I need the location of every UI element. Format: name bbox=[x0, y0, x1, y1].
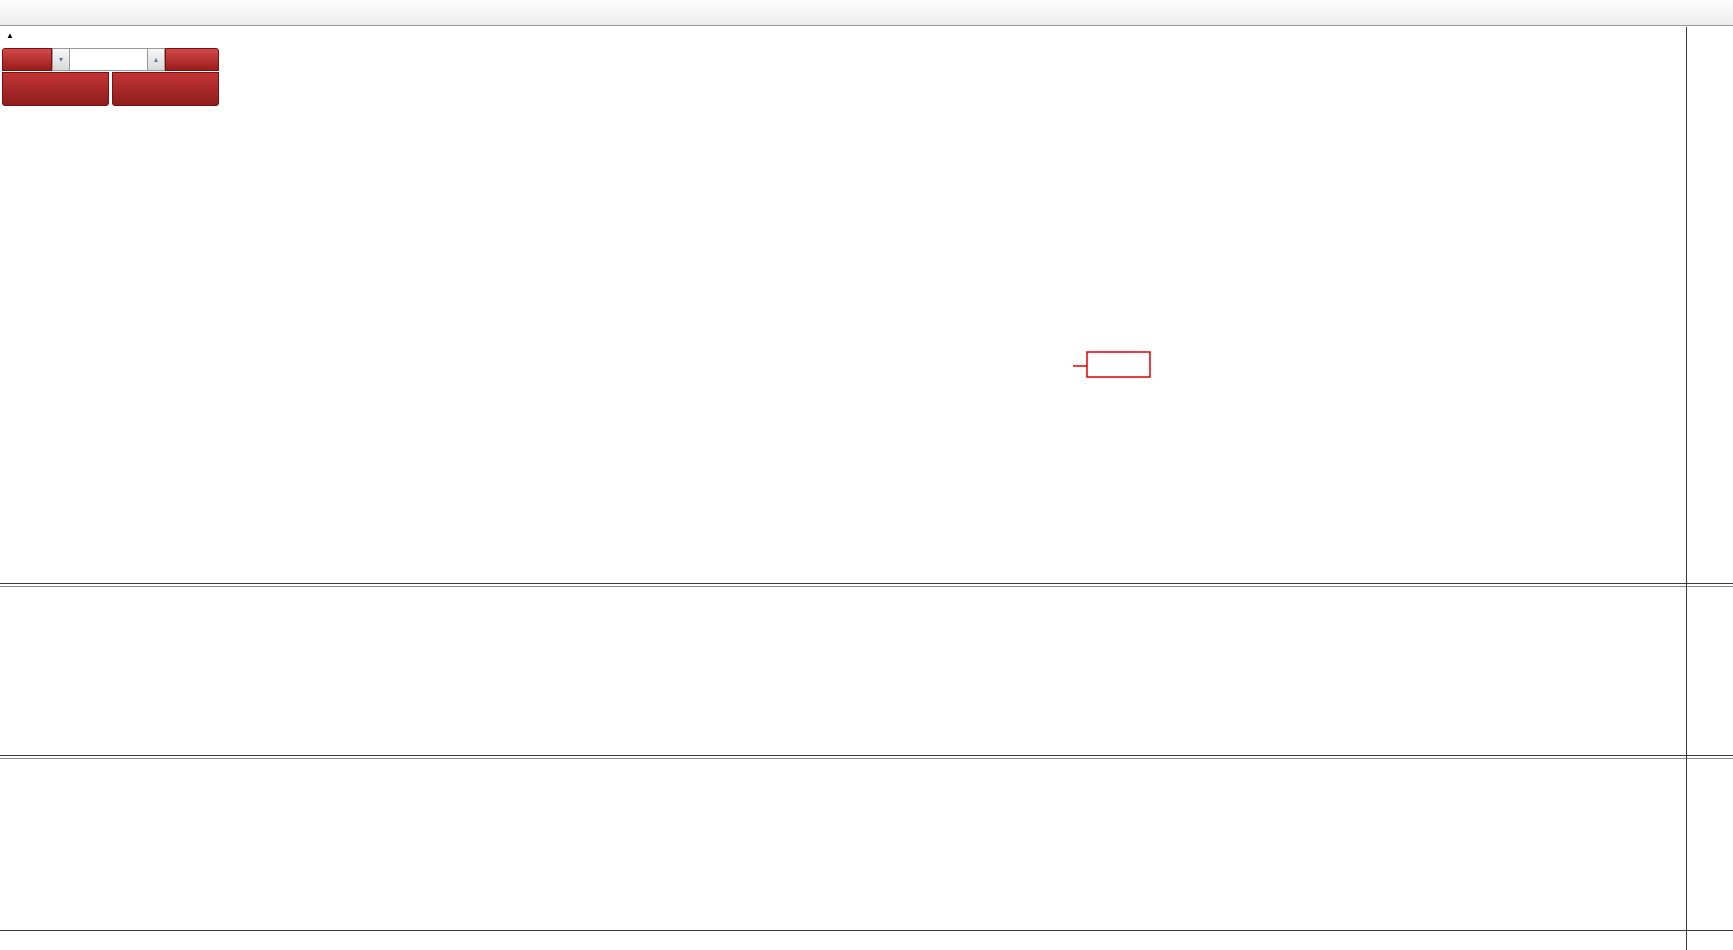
down-arrow-icon: ▾ bbox=[58, 55, 63, 64]
volume-input[interactable] bbox=[70, 48, 147, 71]
chart-window[interactable]: ▲ ▾ ▴ bbox=[0, 27, 1733, 950]
buy-price-display[interactable] bbox=[112, 72, 219, 106]
collapse-arrow-icon[interactable]: ▲ bbox=[6, 31, 14, 40]
price-callout-box[interactable] bbox=[1086, 351, 1151, 378]
toolbar bbox=[0, 0, 1733, 26]
sell-price-display[interactable] bbox=[2, 72, 109, 106]
one-click-trading-panel: ▾ ▴ bbox=[2, 48, 219, 106]
main-chart-canvas[interactable] bbox=[0, 27, 1733, 950]
buy-button[interactable] bbox=[165, 48, 219, 71]
chart-title: ▲ bbox=[6, 31, 26, 40]
sell-button[interactable] bbox=[2, 48, 52, 71]
volume-decrease-button[interactable]: ▾ bbox=[52, 48, 70, 71]
volume-stepper: ▾ ▴ bbox=[52, 48, 165, 71]
up-arrow-icon: ▴ bbox=[153, 55, 158, 64]
volume-increase-button[interactable]: ▴ bbox=[147, 48, 165, 71]
